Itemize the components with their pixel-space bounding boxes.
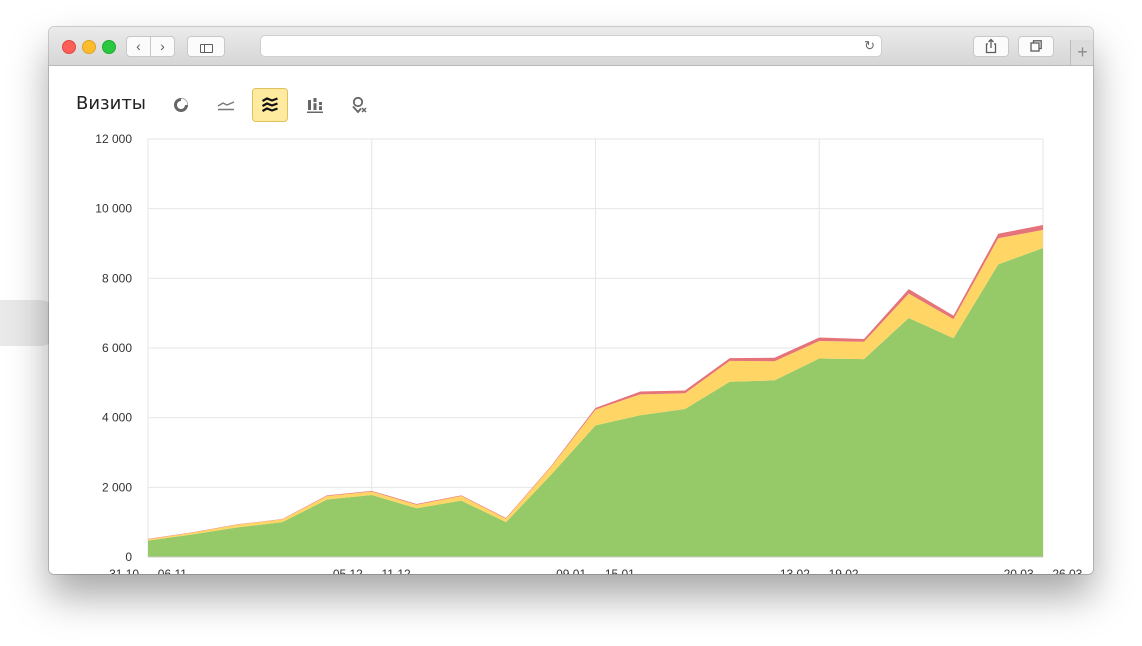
x-tick-label: 05.12 — 11.12 bbox=[333, 567, 411, 574]
back-button[interactable]: ‹ bbox=[126, 36, 151, 57]
visits-chart: 0 2 000 4 000 6 000 8 000 10 000 12 000 31.10 —… bbox=[95, 132, 1083, 574]
stacked-bar-chart-icon bbox=[307, 98, 323, 113]
report-content: Визиты bbox=[49, 66, 1093, 574]
y-tick-label: 6 000 bbox=[102, 341, 132, 355]
reload-icon[interactable]: ↻ bbox=[864, 38, 875, 53]
map-pin-icon bbox=[352, 96, 367, 114]
chevron-right-icon: › bbox=[160, 38, 165, 54]
chart-type-stacked-bar-button[interactable] bbox=[297, 88, 333, 122]
minimize-window-button[interactable] bbox=[82, 40, 96, 54]
share-button[interactable] bbox=[973, 36, 1009, 57]
x-tick-label: 09.01 — 15.01 bbox=[556, 567, 635, 574]
stacked-area-chart-icon bbox=[261, 97, 278, 112]
tab-overview-button[interactable] bbox=[1018, 36, 1054, 57]
y-tick-label: 10 000 bbox=[95, 202, 132, 216]
x-tick-label: 31.10 — 06.11 bbox=[109, 567, 187, 574]
chart-type-stacked-area-button[interactable] bbox=[252, 88, 288, 122]
chart-type-map-button[interactable] bbox=[341, 88, 377, 122]
pie-chart-icon bbox=[174, 98, 188, 112]
share-icon bbox=[985, 38, 997, 54]
address-bar[interactable]: ↻ bbox=[260, 35, 882, 57]
chart-type-line-button[interactable] bbox=[208, 88, 244, 122]
chart-type-pie-button[interactable] bbox=[163, 88, 199, 122]
sidebar-icon bbox=[199, 44, 213, 53]
report-title: Визиты bbox=[76, 93, 147, 114]
y-tick-label: 0 bbox=[125, 550, 132, 564]
close-window-button[interactable] bbox=[62, 40, 76, 54]
forward-button[interactable]: › bbox=[150, 36, 175, 57]
series-area-1 bbox=[148, 248, 1043, 558]
x-tick-label: 13.02 — 19.02 bbox=[780, 567, 859, 574]
chevron-left-icon: ‹ bbox=[136, 38, 141, 54]
y-tick-label: 8 000 bbox=[102, 271, 132, 285]
new-tab-button[interactable]: + bbox=[1070, 40, 1093, 65]
x-tick-label: 20.03 — 26.03 bbox=[1004, 567, 1083, 574]
browser-titlebar: ‹ › ↻ + bbox=[49, 27, 1093, 66]
sidebar-toggle-button[interactable] bbox=[187, 36, 225, 57]
y-tick-label: 2 000 bbox=[102, 480, 132, 494]
y-tick-label: 4 000 bbox=[102, 411, 132, 425]
tabs-overview-icon bbox=[1030, 40, 1042, 52]
plus-icon: + bbox=[1077, 42, 1088, 62]
browser-window: ‹ › ↻ + Визиты bbox=[49, 27, 1093, 574]
y-tick-label: 12 000 bbox=[95, 132, 132, 146]
zoom-window-button[interactable] bbox=[102, 40, 116, 54]
line-chart-icon bbox=[217, 101, 235, 111]
